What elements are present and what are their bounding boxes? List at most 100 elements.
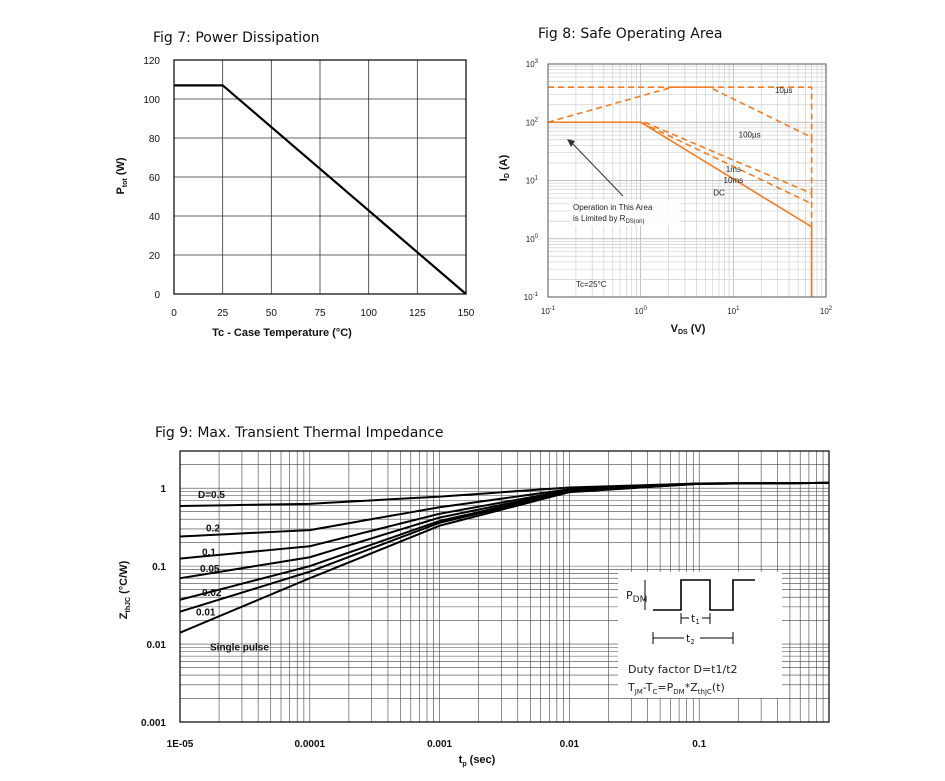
fig9-ylabel-unit: (°C/W) bbox=[118, 560, 130, 597]
fig8-condition-label: Tc=25°C bbox=[576, 280, 607, 289]
fig9-inset-t1-sub: 1 bbox=[695, 618, 699, 626]
fig9-xtick-label: 1E-05 bbox=[167, 739, 194, 750]
fig9-xlabel: tp (sec) bbox=[459, 754, 496, 768]
fig8-xtick-label: 102 bbox=[820, 306, 833, 316]
fig8-xlabel-unit: (V) bbox=[688, 323, 706, 335]
fig8-series-line-10-s bbox=[548, 86, 813, 140]
fig9-curve-label-0-02: 0.02 bbox=[202, 588, 222, 599]
fig9-curve-label-0-05: 0.05 bbox=[200, 564, 220, 575]
fig9-xlabel-sub: p bbox=[462, 761, 466, 768]
fig8-series-line-10ms bbox=[640, 121, 812, 205]
fig7-ytick-label: 20 bbox=[149, 251, 161, 262]
fig7-xtick-label: 125 bbox=[409, 308, 426, 319]
fig8-title: Fig 8: Safe Operating Area bbox=[538, 26, 722, 42]
fig9-ylabel: ZthJC (°C/W) bbox=[118, 560, 132, 619]
fig7-xtick-label: 75 bbox=[314, 308, 326, 319]
fig8-xtick-label: 101 bbox=[727, 306, 740, 316]
fig7-ylabel-main: P bbox=[115, 187, 127, 194]
fig8-series-line-100-s bbox=[547, 86, 813, 199]
fig8-xlabel-main: V bbox=[671, 323, 679, 335]
fig8-ytick-label: 101 bbox=[526, 176, 539, 186]
fig8-annotation-line1: Operation in This Area bbox=[573, 203, 653, 212]
fig9-inset-t2-bg bbox=[684, 632, 700, 644]
fig8-annotation-arrow bbox=[570, 141, 624, 197]
fig7-xtick-label: 0 bbox=[171, 308, 177, 319]
fig8-annotation-line2: is Limited by RDS(on) bbox=[573, 214, 644, 225]
fig9-xtick-label: 0.01 bbox=[560, 739, 580, 750]
fig9-series bbox=[179, 481, 830, 634]
fig8-curve-label-1ms: 1ms bbox=[726, 165, 741, 174]
fig8-xtick-label: 100 bbox=[635, 306, 648, 316]
fig8-curve-label-10ms: 10ms bbox=[724, 176, 744, 185]
fig9-series-line-0-05 bbox=[179, 481, 830, 580]
fig8-arrow-head bbox=[567, 139, 575, 147]
fig9-curve-label-0-2: 0.2 bbox=[206, 523, 220, 534]
fig8-annotation-bg bbox=[570, 200, 680, 226]
formula-part: thJC bbox=[698, 688, 712, 696]
fig7-ytick-label: 40 bbox=[149, 212, 161, 223]
fig7-xlabel: Tc - Case Temperature (°C) bbox=[212, 327, 352, 339]
formula-part: JM bbox=[634, 688, 643, 696]
fig7-xtick-label: 100 bbox=[360, 308, 377, 319]
fig9-inset-pulse bbox=[653, 579, 755, 611]
formula-part: T bbox=[627, 681, 635, 694]
formula-part: =P bbox=[657, 681, 673, 694]
fig7-grid bbox=[173, 59, 467, 295]
fig7-tick-labels: 0 25 50 75 100 125 150 0 20 40 60 80 100 120 bbox=[143, 56, 474, 319]
fig7-xtick-label: 25 bbox=[217, 308, 229, 319]
fig9-xtick-label: 0.1 bbox=[692, 739, 706, 750]
formula-part: (t) bbox=[712, 681, 725, 694]
fig8-curve-label-dc: DC bbox=[713, 189, 725, 198]
fig9-ylabel-main: Z bbox=[118, 612, 130, 619]
fig7-power-dissipation-chart: Fig 7: Power Dissipation 0 25 50 75 100 125 15… bbox=[115, 30, 475, 339]
fig7-ytick-label: 100 bbox=[143, 95, 160, 106]
fig9-curve-labels: D=0.5 0.2 0.1 0.05 0.02 0.01 Single pulse bbox=[196, 490, 269, 654]
fig9-curve-label-single-pulse: Single pulse bbox=[210, 643, 269, 654]
fig8-ytick-label: 100 bbox=[526, 234, 539, 244]
fig8-ylabel: ID (A) bbox=[498, 154, 511, 181]
fig7-ylabel: Ptot (W) bbox=[115, 157, 129, 194]
fig7-xtick-label: 50 bbox=[266, 308, 278, 319]
fig9-xlabel-unit: (sec) bbox=[467, 754, 496, 766]
fig9-title: Fig 9: Max. Transient Thermal Impedance bbox=[155, 425, 444, 441]
fig9-ytick-label: 0.001 bbox=[141, 718, 166, 729]
fig8-plot-frame bbox=[547, 63, 827, 298]
fig8-safe-operating-area-chart: Fig 8: Safe Operating Area 10-1 100 101 102… bbox=[498, 26, 833, 336]
fig8-curve-labels: 10µs 100µs 1ms 10ms DC bbox=[713, 86, 792, 198]
fig7-ytick-label: 80 bbox=[149, 134, 161, 145]
fig7-ytick-label: 60 bbox=[149, 173, 161, 184]
fig8-series bbox=[547, 86, 813, 297]
fig9-xlabel-main: t bbox=[459, 754, 463, 766]
fig9-plot-frame bbox=[179, 450, 830, 723]
fig8-ylabel-main: I bbox=[498, 178, 510, 181]
fig8-xtick-label: 10-1 bbox=[541, 306, 556, 316]
fig9-series-line-single-pulse bbox=[179, 481, 830, 634]
fig9-inset-pdm: PDM bbox=[626, 589, 647, 605]
fig9-tick-labels: 1E-05 0.0001 0.001 0.01 0.1 0.001 0.01 0.1 1 bbox=[141, 484, 707, 750]
formula-part: *Z bbox=[685, 681, 699, 694]
fig9-inset-pdm-sub: DM bbox=[633, 595, 648, 605]
fig9-ytick-label: 0.1 bbox=[152, 562, 166, 573]
fig8-grid bbox=[547, 64, 826, 298]
fig8-curve-label-10-s: 10µs bbox=[775, 86, 793, 95]
fig9-inset-t2: t2 bbox=[686, 632, 695, 646]
fig9-xtick-label: 0.001 bbox=[427, 739, 452, 750]
fig9-inset-formula: TJM-TC=PDM*ZthJC(t) bbox=[627, 681, 725, 696]
formula-part: DM bbox=[673, 688, 684, 696]
fig9-ytick-label: 1 bbox=[160, 484, 166, 495]
fig8-ylabel-unit: (A) bbox=[498, 154, 510, 173]
fig7-plot-frame bbox=[173, 59, 467, 295]
fig9-transient-thermal-impedance-chart: Fig 9: Max. Transient Thermal Impedance … bbox=[118, 425, 830, 768]
fig8-annotation-sub: DS(on) bbox=[625, 219, 644, 225]
fig7-series-line-ptot bbox=[174, 84, 467, 295]
fig9-inset-t2-sub: 2 bbox=[690, 638, 694, 646]
formula-part: -T bbox=[643, 681, 653, 694]
fig7-title: Fig 7: Power Dissipation bbox=[153, 30, 320, 46]
fig8-ytick-label: 102 bbox=[526, 117, 539, 127]
fig8-xlabel: VDS (V) bbox=[671, 323, 706, 336]
fig7-ytick-label: 0 bbox=[154, 290, 160, 301]
fig9-inset-t2-main: t bbox=[686, 632, 691, 645]
fig7-series bbox=[174, 84, 467, 295]
fig9-inset-t1-bg bbox=[689, 612, 702, 624]
fig9-inset-t1: t1 bbox=[691, 612, 700, 626]
